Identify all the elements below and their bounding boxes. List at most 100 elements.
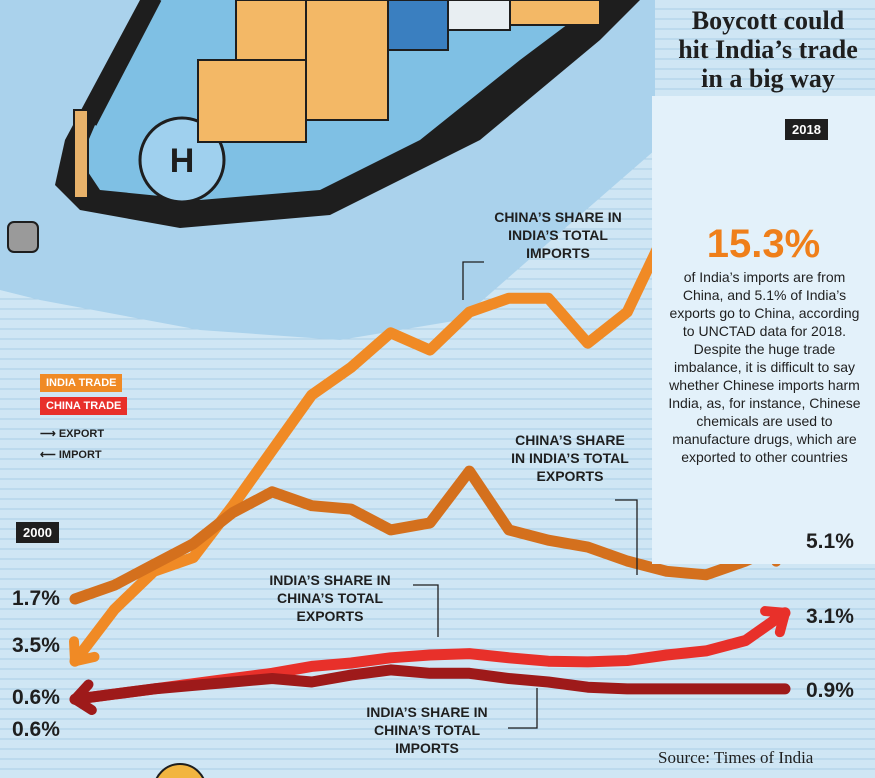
pointer-india-share-exports xyxy=(413,584,439,637)
series-4-point xyxy=(625,686,630,691)
label-line: IMPORTS xyxy=(395,740,459,756)
series-3-point xyxy=(783,610,787,615)
series-3-point xyxy=(309,664,314,669)
series-2-point xyxy=(664,569,669,574)
label-line: IN INDIA’S TOTAL xyxy=(511,450,629,466)
ship-illustration: H xyxy=(0,0,655,778)
series-3-point xyxy=(546,659,551,664)
label-line: EXPORTS xyxy=(296,608,364,624)
series-2-point xyxy=(704,572,709,577)
helipad-mark: H xyxy=(170,142,195,180)
ship-mast xyxy=(73,109,89,199)
label-china-share-exports: CHINA’S SHARE IN INDIA’S TOTAL EXPORTS xyxy=(490,431,650,485)
pointer-china-share-exports xyxy=(615,499,638,575)
series-4-point xyxy=(309,680,314,684)
label-line: INDIA’S TOTAL xyxy=(508,227,608,243)
label-india-share-imports: INDIA’S SHARE IN CHINA’S TOTAL IMPORTS xyxy=(347,703,507,757)
series-4-point xyxy=(270,676,275,681)
series-1-point xyxy=(73,659,77,664)
series-4-point xyxy=(743,686,748,691)
series-2-point xyxy=(428,520,432,525)
value-s2-end: 5.1% xyxy=(806,530,854,553)
legend-import: ⟵ IMPORT xyxy=(40,448,102,461)
series-3-point xyxy=(349,661,354,665)
series-4-point xyxy=(467,671,472,676)
info-text: of India’s imports are from China, and 5… xyxy=(668,269,861,465)
label-china-share-imports: CHINA’S SHARE IN INDIA’S TOTAL IMPORTS xyxy=(478,208,638,262)
import-share-stat: 15.3% xyxy=(706,222,821,266)
value-s1-start: 1.7% xyxy=(12,587,60,610)
series-2-point xyxy=(506,527,511,532)
arrow-left-icon: ⟵ xyxy=(40,449,56,461)
series-2-point xyxy=(546,538,551,543)
series-3-point xyxy=(428,653,432,657)
series-3-point xyxy=(704,648,709,653)
source-credit: Source: Times of India xyxy=(658,748,814,767)
series-4-point xyxy=(73,697,77,702)
label-line: CHINA’S TOTAL xyxy=(276,590,384,606)
series-1-point xyxy=(349,365,354,370)
label-line: IMPORTS xyxy=(526,245,590,261)
label-line: EXPORTS xyxy=(536,468,604,484)
series-3-point xyxy=(388,655,393,660)
value-s4-end: 0.9% xyxy=(806,679,854,702)
pointer-india-share-imports xyxy=(508,688,538,729)
series-2-point xyxy=(625,559,630,563)
legend-export-label: EXPORT xyxy=(58,428,105,440)
series-1-point xyxy=(388,330,393,335)
arrow-right-icon: ⟶ xyxy=(40,428,56,440)
series-2-point xyxy=(112,583,117,588)
ship-deck-edge xyxy=(93,0,162,126)
coin xyxy=(155,763,205,778)
series-2-point xyxy=(230,510,235,515)
series-4-point xyxy=(783,686,787,691)
headline-line: hit India’s trade xyxy=(678,35,858,64)
series-4-point xyxy=(664,686,669,691)
series-1-point xyxy=(112,607,117,612)
series-1-point xyxy=(625,310,630,315)
headline-line: Boycott could xyxy=(691,6,845,35)
pointer-china-share-imports xyxy=(462,261,484,300)
container xyxy=(447,0,511,31)
series-4-point xyxy=(546,680,551,684)
series-2-point xyxy=(585,545,590,550)
series-1-point xyxy=(585,341,590,346)
legend-export: ⟶ EXPORT xyxy=(40,427,104,440)
series-2-point xyxy=(349,507,354,512)
value-s4-start: 0.6% xyxy=(12,718,60,741)
series-2-point xyxy=(270,489,275,494)
series-3-point xyxy=(585,659,590,664)
series-3-point xyxy=(664,653,669,657)
series-4-point xyxy=(388,667,393,672)
value-s3-end: 3.1% xyxy=(806,605,854,628)
value-s3-start: 0.6% xyxy=(12,686,60,709)
legend-india-trade: INDIA TRADE xyxy=(40,374,123,392)
series-2-point xyxy=(151,562,156,567)
series-1-point xyxy=(191,555,196,560)
series-3-point xyxy=(506,655,511,660)
label-pointers xyxy=(413,261,638,729)
series-3-point xyxy=(625,658,630,663)
series-2-point xyxy=(467,469,472,474)
label-line: CHINA’S SHARE xyxy=(515,432,625,448)
series-4-point xyxy=(191,683,196,688)
series-4-point xyxy=(151,686,156,691)
label-line: INDIA’S SHARE IN xyxy=(269,572,391,588)
info-panel xyxy=(652,96,875,564)
series-2-point xyxy=(388,527,393,532)
series-1-point xyxy=(309,393,314,397)
series-4-point xyxy=(585,685,590,690)
label-line: INDIA’S SHARE IN xyxy=(366,704,488,720)
series-4-point xyxy=(704,686,709,691)
series-3-point xyxy=(467,651,472,656)
container xyxy=(197,59,307,143)
year-tag-start: 2000 xyxy=(16,522,59,543)
container xyxy=(305,0,389,121)
year-tag-end: 2018 xyxy=(785,119,828,140)
series-4-point xyxy=(506,676,511,681)
label-line: CHINA’S SHARE IN xyxy=(494,209,622,225)
headline: Boycott could hit India’s trade in a big… xyxy=(668,6,868,93)
container xyxy=(387,0,449,51)
headline-line: in a big way xyxy=(701,64,835,93)
